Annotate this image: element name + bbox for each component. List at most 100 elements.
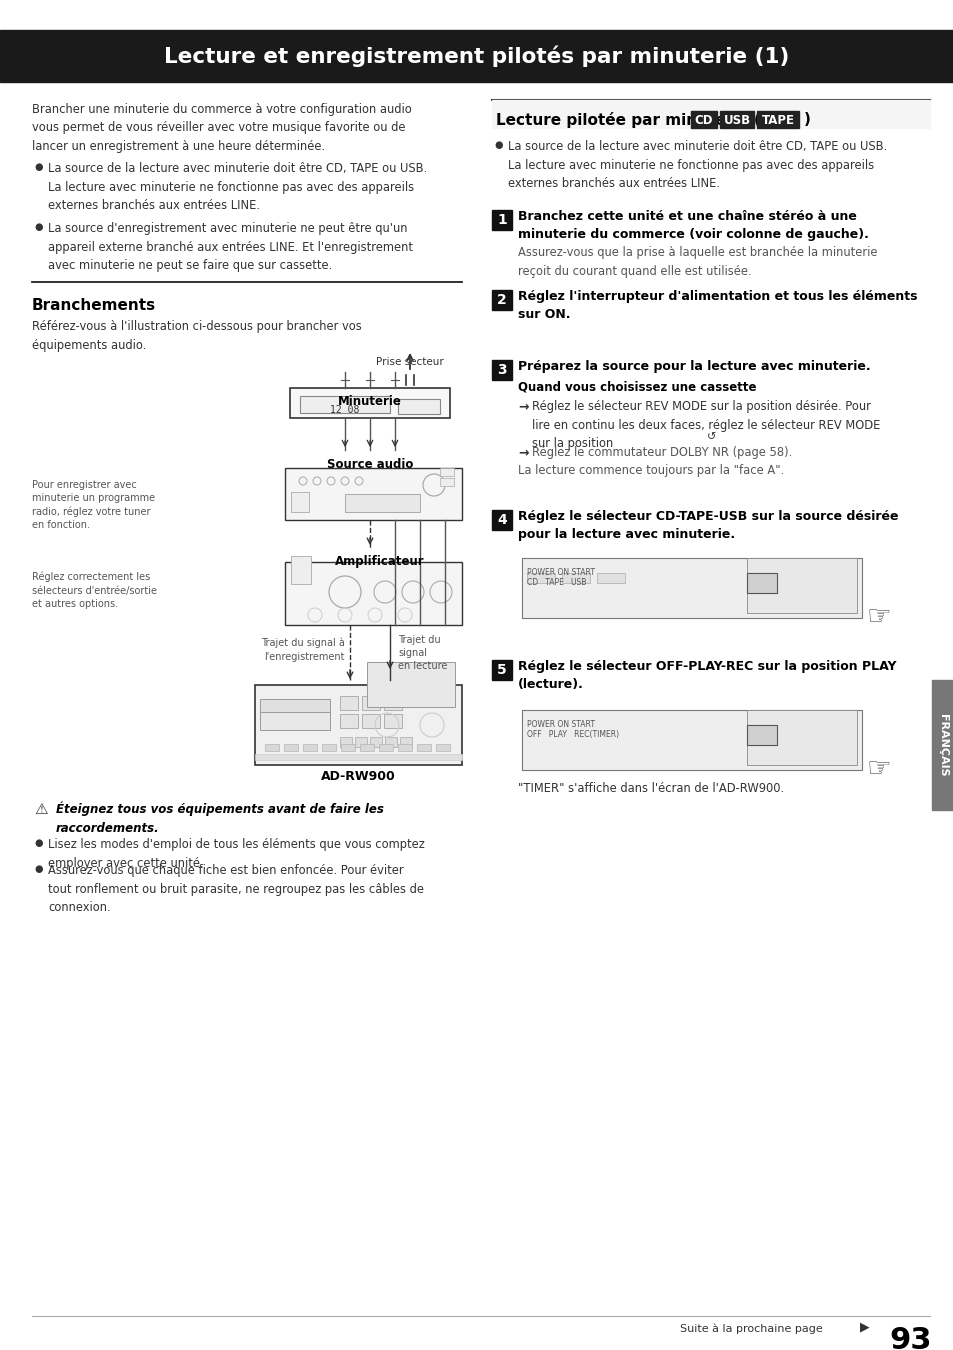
Text: Quand vous choisissez une cassette: Quand vous choisissez une cassette	[517, 379, 756, 393]
Text: Lecture pilotée par minuterie (: Lecture pilotée par minuterie (	[496, 112, 760, 128]
Text: Référez-vous à l'illustration ci-dessous pour brancher vos
équipements audio.: Référez-vous à l'illustration ci-dessous…	[32, 320, 361, 351]
Bar	[526, 572, 555, 583]
Bar	[361, 697, 379, 710]
Bar	[492, 660, 512, 680]
Bar	[399, 737, 412, 747]
Text: 2: 2	[497, 293, 506, 306]
Text: 3: 3	[497, 363, 506, 377]
Text: Minuterie: Minuterie	[337, 396, 401, 408]
Bar	[385, 737, 396, 747]
Text: CD: CD	[694, 113, 713, 127]
Text: →: →	[517, 400, 528, 413]
Bar	[345, 494, 419, 512]
Bar	[339, 737, 352, 747]
Text: ☞: ☞	[866, 603, 891, 630]
Bar	[384, 714, 401, 728]
Bar	[370, 737, 381, 747]
Text: FRANÇAIS: FRANÇAIS	[937, 714, 947, 776]
Bar	[492, 211, 512, 230]
Bar	[397, 744, 412, 751]
Text: Éteignez tous vos équipements avant de faire les
raccordements.: Éteignez tous vos équipements avant de f…	[56, 802, 383, 834]
Bar	[397, 400, 439, 414]
Bar	[378, 744, 393, 751]
Bar	[285, 468, 461, 520]
Bar	[492, 290, 512, 310]
Text: 5: 5	[497, 663, 506, 676]
Bar	[492, 510, 512, 531]
Bar	[367, 662, 455, 707]
Bar	[690, 111, 717, 128]
Text: CD   TAPE   USB: CD TAPE USB	[526, 578, 586, 587]
Bar	[436, 744, 450, 751]
Text: Réglez le sélecteur CD-TAPE-USB sur la source désirée
pour la lecture avec minut: Réglez le sélecteur CD-TAPE-USB sur la s…	[517, 510, 898, 541]
Bar	[291, 491, 309, 512]
Text: Réglez le sélecteur REV MODE sur la position désirée. Pour
lire en continu les d: Réglez le sélecteur REV MODE sur la posi…	[532, 400, 880, 450]
Bar	[339, 697, 357, 710]
Bar	[439, 468, 454, 477]
Text: Prise secteur: Prise secteur	[375, 356, 443, 367]
Bar	[260, 711, 330, 730]
Text: 12 08: 12 08	[330, 405, 359, 414]
Bar	[416, 744, 431, 751]
Bar	[265, 744, 278, 751]
Bar	[439, 478, 454, 486]
Text: Réglez correctement les
sélecteurs d'entrée/sortie
et autres options.: Réglez correctement les sélecteurs d'ent…	[32, 572, 157, 609]
Text: OFF   PLAY   REC(TIMER): OFF PLAY REC(TIMER)	[526, 730, 618, 738]
Bar	[291, 556, 311, 585]
Text: Assurez-vous que la prise à laquelle est branchée la minuterie
reçoit du courant: Assurez-vous que la prise à laquelle est…	[517, 246, 877, 278]
Bar	[355, 737, 367, 747]
Text: USB: USB	[722, 113, 750, 127]
Text: ↺: ↺	[706, 432, 716, 441]
Text: ▶: ▶	[859, 1320, 869, 1332]
Bar	[0, 30, 953, 82]
Text: 93: 93	[888, 1326, 931, 1350]
Text: Trajet du
signal
en lecture: Trajet du signal en lecture	[397, 634, 447, 671]
Text: Lecture et enregistrement pilotés par minuterie (1): Lecture et enregistrement pilotés par mi…	[164, 46, 789, 66]
Text: 1: 1	[497, 213, 506, 227]
Text: La source d'enregistrement avec minuterie ne peut être qu'un
appareil externe br: La source d'enregistrement avec minuteri…	[48, 221, 413, 271]
Text: Lisez les modes d'emploi de tous les éléments que vous comptez
employer avec cet: Lisez les modes d'emploi de tous les élé…	[48, 838, 424, 869]
Bar	[384, 697, 401, 710]
Text: ●: ●	[34, 221, 43, 232]
Bar	[361, 714, 379, 728]
Text: Amplificateur: Amplificateur	[335, 555, 424, 568]
Text: ●: ●	[494, 140, 502, 150]
Text: Assurez-vous que chaque fiche est bien enfoncée. Pour éviter
tout ronflement ou : Assurez-vous que chaque fiche est bien e…	[48, 864, 423, 914]
Text: ●: ●	[34, 838, 43, 848]
Bar	[521, 558, 862, 618]
Bar	[597, 572, 624, 583]
Bar	[561, 572, 589, 583]
Text: Réglez l'interrupteur d'alimentation et tous les éléments
sur ON.: Réglez l'interrupteur d'alimentation et …	[517, 290, 917, 321]
Text: Réglez le commutateur DOLBY NR (page 58).: Réglez le commutateur DOLBY NR (page 58)…	[532, 446, 791, 459]
Text: ⚠: ⚠	[34, 802, 48, 817]
Text: ●: ●	[34, 864, 43, 873]
Text: POWER ON START: POWER ON START	[526, 568, 595, 576]
Text: ☞: ☞	[866, 755, 891, 783]
Bar	[746, 558, 856, 613]
Bar	[359, 744, 374, 751]
Text: 4: 4	[497, 513, 506, 526]
Text: "TIMER" s'affiche dans l'écran de l'AD-RW900.: "TIMER" s'affiche dans l'écran de l'AD-R…	[517, 782, 783, 795]
Text: ●: ●	[34, 162, 43, 171]
Bar	[290, 387, 450, 418]
Bar	[303, 744, 316, 751]
Bar	[339, 714, 357, 728]
Text: TAPE: TAPE	[760, 113, 794, 127]
Bar	[284, 744, 297, 751]
Text: POWER ON START: POWER ON START	[526, 720, 595, 729]
Bar	[322, 744, 335, 751]
Text: AD-RW900: AD-RW900	[321, 769, 395, 783]
Text: Préparez la source pour la lecture avec minuterie.: Préparez la source pour la lecture avec …	[517, 360, 870, 373]
Bar	[285, 562, 461, 625]
Bar	[931, 680, 953, 810]
Text: ): )	[803, 112, 810, 127]
Text: →: →	[517, 446, 528, 459]
Text: Trajet du signal à
l'enregistrement: Trajet du signal à l'enregistrement	[261, 639, 345, 662]
Text: Brancher une minuterie du commerce à votre configuration audio
vous permet de vo: Brancher une minuterie du commerce à vot…	[32, 103, 412, 153]
Bar	[340, 744, 355, 751]
Bar	[746, 572, 776, 593]
Text: Pour enregistrer avec
minuterie un programme
radio, réglez votre tuner
en foncti: Pour enregistrer avec minuterie un progr…	[32, 481, 155, 531]
Bar	[299, 396, 390, 413]
Bar	[254, 755, 461, 760]
Bar	[260, 699, 330, 713]
